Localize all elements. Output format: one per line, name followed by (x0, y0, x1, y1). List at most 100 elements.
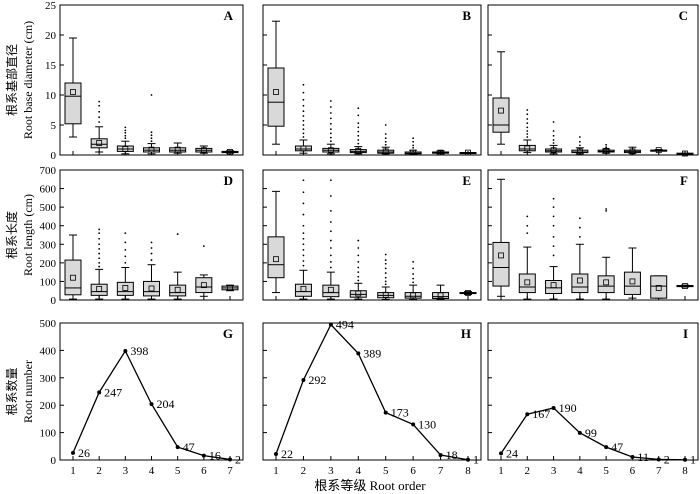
outlier-point (605, 143, 608, 146)
mean-marker (524, 279, 531, 286)
outlier-point (384, 267, 387, 270)
outlier-point (329, 254, 332, 257)
outlier-point (302, 264, 305, 267)
box-plot (518, 215, 536, 300)
data-point (328, 322, 333, 327)
x-tick-label: 2 (96, 465, 102, 477)
plot-frame (487, 169, 699, 301)
iqr-box (90, 138, 108, 149)
box-plot (116, 126, 134, 155)
x-tick-label: 4 (356, 465, 362, 477)
outlier-point (357, 266, 360, 269)
y-axis-label-cn: 根系基部直径 (4, 44, 19, 116)
data-point (383, 410, 388, 415)
outlier-point (98, 252, 101, 255)
outlier-point (384, 276, 387, 279)
data-point (71, 450, 75, 455)
panel-letter: A (224, 8, 234, 23)
outlier-point (552, 206, 555, 209)
iqr-box (404, 292, 422, 299)
data-point (123, 348, 128, 353)
outlier-point (98, 243, 101, 246)
outlier-point (98, 232, 101, 235)
outlier-point (552, 224, 555, 227)
outlier-point (329, 117, 332, 120)
data-label: 1 (473, 453, 479, 467)
iqr-box (116, 281, 134, 296)
outlier-point (526, 232, 529, 235)
box-plot (623, 146, 641, 155)
mean-marker (603, 147, 610, 154)
mean-marker (227, 285, 233, 291)
data-point (175, 445, 180, 450)
outlier-point (552, 121, 555, 123)
mean-marker (550, 147, 557, 154)
box-plot (195, 145, 213, 154)
outlier-point (150, 259, 153, 261)
outlier-point (302, 232, 305, 235)
data-label: 204 (157, 397, 175, 411)
outlier-point (329, 230, 332, 233)
iqr-box (195, 277, 213, 294)
mean-marker (122, 285, 129, 291)
data-point (630, 454, 635, 459)
mean-marker (300, 145, 307, 152)
plot-frame (262, 322, 482, 461)
outlier-point (526, 122, 529, 125)
box-plot (545, 121, 563, 155)
box-plot (294, 83, 312, 154)
outlier-point (329, 132, 332, 135)
outlier-point (552, 134, 555, 137)
outlier-point (357, 139, 360, 141)
iqr-box (545, 280, 563, 294)
y-tick-label: 600 (40, 184, 57, 196)
box-plot (349, 107, 367, 155)
mean-marker (465, 149, 471, 156)
box-plot (571, 217, 589, 300)
data-label: 389 (363, 346, 381, 360)
box-plot (404, 137, 422, 156)
mean-marker (382, 148, 389, 155)
outlier-point (357, 134, 360, 137)
data-label: 190 (559, 401, 577, 415)
data-point (97, 390, 102, 395)
outlier-point (357, 239, 360, 242)
mean-marker (498, 107, 504, 114)
data-point (149, 402, 154, 407)
mean-marker (273, 256, 279, 263)
outlier-point (98, 248, 101, 250)
outlier-point (98, 110, 101, 113)
outlier-point (302, 128, 305, 131)
outlier-point (150, 140, 153, 143)
outlier-point (302, 224, 305, 227)
box-plot (143, 241, 160, 300)
iqr-box (90, 283, 108, 296)
outlier-point (412, 146, 415, 149)
outlier-point (329, 247, 332, 249)
x-tick-label: 4 (149, 465, 155, 477)
data-label: 47 (183, 440, 195, 454)
y-tick-label: 200 (40, 400, 57, 412)
mean-marker (576, 148, 583, 155)
box-plot (169, 142, 187, 154)
data-label: 22 (281, 447, 293, 461)
iqr-box (267, 67, 285, 127)
outlier-point (329, 209, 332, 212)
outlier-point (302, 237, 305, 240)
panel-E: E (262, 169, 482, 301)
outlier-point (578, 136, 581, 138)
outlier-point (98, 104, 101, 107)
outlier-point (302, 191, 305, 194)
outlier-point (526, 126, 529, 129)
box-plot (143, 94, 160, 155)
panel-letter: D (224, 173, 233, 188)
outlier-point (357, 122, 360, 125)
outlier-point (357, 126, 360, 129)
plot-frame (59, 322, 244, 461)
iqr-box (169, 284, 187, 297)
mean-marker (465, 290, 471, 296)
outlier-point (329, 100, 332, 102)
box-plot (169, 233, 187, 300)
outlier-point (124, 248, 127, 251)
outlier-point (384, 262, 387, 265)
